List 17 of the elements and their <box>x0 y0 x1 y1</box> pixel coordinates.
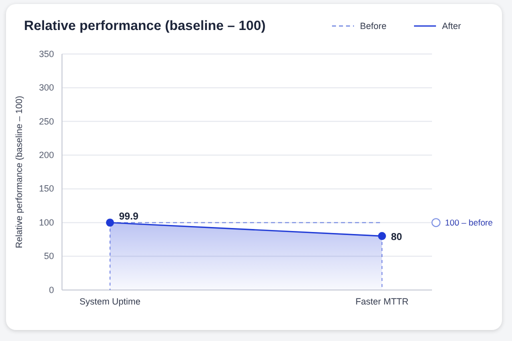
y-tick-label: 300 <box>38 82 54 93</box>
legend-label: Before <box>360 21 387 31</box>
y-tick-label: 350 <box>38 48 54 59</box>
y-tick-label: 250 <box>38 116 54 126</box>
x-tick-label: System Uptime <box>79 296 141 306</box>
y-tick-label: 200 <box>38 150 54 160</box>
y-tick-label: 50 <box>44 251 54 262</box>
legend-label: After <box>442 21 462 31</box>
text: 100 – before <box>445 218 494 228</box>
y-axis-title: Relative performance (baseline – 100) <box>14 96 24 248</box>
x-tick-label: Faster MTTR <box>356 296 409 306</box>
y-tick-label: 150 <box>38 184 54 194</box>
data-label: 99.9 <box>119 212 139 223</box>
chart-title: Relative performance (baseline – 100) <box>24 18 266 33</box>
y-tick-label: 100 <box>38 217 54 228</box>
y-tick-label: 0 <box>48 284 54 295</box>
data-label: 80 <box>391 232 403 244</box>
